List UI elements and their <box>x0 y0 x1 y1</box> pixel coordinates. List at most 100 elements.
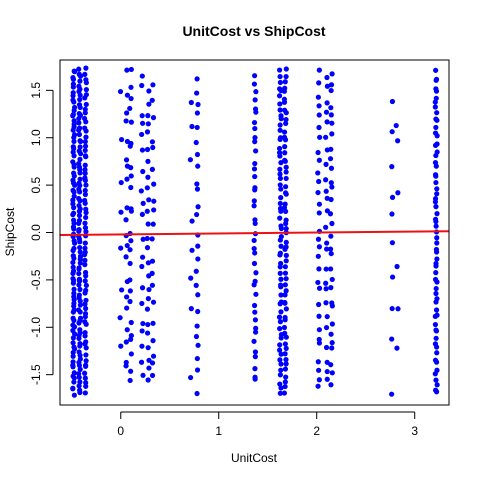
y-tick-label: 1.5 <box>29 82 43 99</box>
data-point <box>150 167 155 172</box>
data-point <box>84 358 89 363</box>
data-point <box>283 117 288 122</box>
data-point <box>317 112 322 117</box>
data-point <box>145 175 150 180</box>
data-point <box>77 379 82 384</box>
data-point <box>83 153 88 158</box>
data-point <box>329 197 334 202</box>
data-point <box>394 264 399 269</box>
data-point <box>128 369 133 374</box>
data-point <box>433 388 438 393</box>
data-point <box>77 138 82 143</box>
data-point <box>284 244 289 249</box>
data-point <box>434 313 439 318</box>
data-point <box>323 281 328 286</box>
data-point <box>329 300 334 305</box>
data-point <box>283 202 288 207</box>
data-point <box>77 157 82 162</box>
data-point <box>317 135 322 140</box>
data-point <box>324 345 329 350</box>
data-point <box>194 212 199 217</box>
data-point <box>329 332 334 337</box>
data-point <box>329 251 334 256</box>
data-point <box>434 296 439 301</box>
data-point <box>434 307 439 312</box>
data-point <box>82 175 87 180</box>
data-point <box>82 371 87 376</box>
x-axis-label: UnitCost <box>231 451 278 465</box>
data-point <box>124 68 129 73</box>
data-point <box>78 316 83 321</box>
data-point <box>82 116 87 121</box>
data-point <box>70 316 75 321</box>
data-point <box>316 103 321 108</box>
data-point <box>83 278 88 283</box>
data-point <box>253 270 258 275</box>
data-point <box>323 135 328 140</box>
data-point <box>278 122 283 127</box>
data-point <box>253 97 258 102</box>
data-point <box>390 240 395 245</box>
data-point <box>323 300 328 305</box>
data-point <box>433 180 438 185</box>
data-point <box>70 188 75 193</box>
data-point <box>188 375 193 380</box>
data-point <box>317 377 322 382</box>
data-point <box>282 331 287 336</box>
data-point <box>433 277 438 282</box>
data-point <box>71 144 76 149</box>
data-point <box>278 223 283 228</box>
data-point <box>435 149 440 154</box>
data-point <box>253 148 258 153</box>
data-point <box>252 303 257 308</box>
data-point <box>316 314 321 319</box>
data-point <box>83 182 88 187</box>
data-point <box>82 167 87 172</box>
data-point <box>150 236 155 241</box>
data-point <box>146 221 151 226</box>
data-point <box>82 198 87 203</box>
data-point <box>128 85 133 90</box>
data-point <box>118 89 123 94</box>
data-point <box>194 181 199 186</box>
data-point <box>433 130 438 135</box>
data-point <box>284 258 289 263</box>
data-point <box>252 198 257 203</box>
data-point <box>139 132 144 137</box>
data-point <box>252 81 257 86</box>
data-point <box>282 97 287 102</box>
data-point <box>283 366 288 371</box>
data-point <box>72 132 77 137</box>
data-point <box>277 128 282 133</box>
data-point <box>195 164 200 169</box>
data-point <box>435 382 440 387</box>
data-point <box>128 165 133 170</box>
data-point <box>195 323 200 328</box>
data-point <box>277 67 282 72</box>
data-point <box>395 306 400 311</box>
data-point <box>82 72 87 77</box>
data-point <box>70 386 75 391</box>
data-point <box>150 271 155 276</box>
data-point <box>329 121 334 126</box>
data-point <box>146 345 151 350</box>
data-point <box>140 255 145 260</box>
data-point <box>434 256 439 261</box>
data-point <box>124 110 129 115</box>
data-point <box>189 248 194 253</box>
data-point <box>434 350 439 355</box>
data-point <box>77 327 82 332</box>
data-point <box>390 306 395 311</box>
data-point <box>279 234 284 239</box>
data-point <box>283 74 288 79</box>
data-point <box>146 197 151 202</box>
x-axis: 0123 <box>117 412 418 438</box>
data-point <box>195 292 200 297</box>
y-axis-label: ShipCost <box>3 207 17 256</box>
data-point <box>317 202 322 207</box>
data-point <box>283 351 288 356</box>
data-point <box>117 315 122 320</box>
data-point <box>123 254 128 259</box>
data-point <box>195 152 200 157</box>
data-point <box>390 274 395 279</box>
